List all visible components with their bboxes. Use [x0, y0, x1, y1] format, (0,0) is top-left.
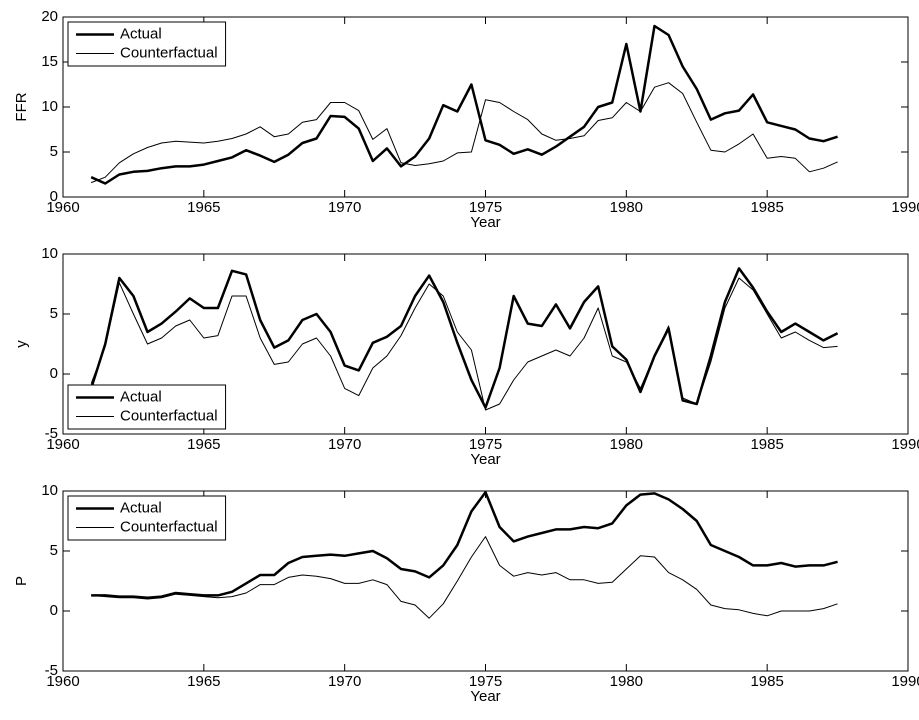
y-tick-label: 0	[50, 188, 58, 205]
legend-label: Actual	[120, 388, 162, 405]
x-tick-label: 1975	[469, 199, 502, 216]
y-tick-label: 20	[41, 8, 58, 25]
y-tick-label: 5	[50, 542, 58, 559]
y-tick-label: 15	[41, 53, 58, 70]
y-tick-label: 5	[50, 143, 58, 160]
x-tick-label: 1975	[469, 673, 502, 690]
x-tick-label: 1985	[750, 673, 783, 690]
y-tick-label: 10	[41, 245, 58, 262]
legend: Actual Counterfactual	[67, 384, 227, 430]
y-axis-label: FFR	[13, 92, 30, 121]
x-tick-label: 1960	[46, 436, 79, 453]
x-tick-label: 1970	[328, 673, 361, 690]
data-line	[91, 490, 838, 600]
y-tick-label: 0	[50, 602, 58, 619]
y-tick-label: 10	[41, 482, 58, 499]
x-tick-label: 1985	[750, 199, 783, 216]
y-axis-label: y	[13, 340, 30, 348]
legend-label: Actual	[120, 499, 162, 516]
data-line	[90, 82, 838, 184]
x-axis-label: Year	[470, 688, 500, 705]
x-tick-label: 1960	[46, 199, 79, 216]
y-tick-label: 0	[50, 365, 58, 382]
data-line	[90, 277, 838, 411]
y-tick-label: 5	[50, 305, 58, 322]
x-tick-label: 1960	[46, 673, 79, 690]
y-axis-label: P	[13, 576, 30, 586]
legend: Actual Counterfactual	[67, 495, 227, 541]
axes-frame	[62, 16, 909, 198]
axes-frame	[62, 253, 909, 435]
legend-label: Actual	[120, 25, 162, 42]
y-tick-label: -5	[45, 662, 58, 679]
x-tick-label: 1980	[610, 199, 643, 216]
legend: Actual Counterfactual	[67, 21, 227, 67]
x-tick-label: 1965	[187, 673, 220, 690]
x-axis-label: Year	[470, 451, 500, 468]
x-tick-label: 1970	[328, 436, 361, 453]
x-tick-label: 1980	[610, 436, 643, 453]
data-line	[89, 267, 839, 409]
legend-box	[67, 21, 227, 67]
x-axis-label: Year	[470, 214, 500, 231]
x-tick-label: 1985	[750, 436, 783, 453]
axes-frame	[62, 490, 909, 672]
legend-label: Counterfactual	[120, 44, 218, 61]
y-tick-label: 10	[41, 98, 58, 115]
x-tick-label: 1965	[187, 436, 220, 453]
x-tick-label: 1970	[328, 199, 361, 216]
legend-box	[67, 495, 227, 541]
legend-box	[67, 384, 227, 430]
x-tick-label: 1965	[187, 199, 220, 216]
legend-label: Counterfactual	[120, 518, 218, 535]
y-tick-label: -5	[45, 425, 58, 442]
data-line	[91, 536, 838, 619]
data-line	[90, 24, 838, 185]
x-tick-label: 1975	[469, 436, 502, 453]
x-tick-label: 1980	[610, 673, 643, 690]
legend-label: Counterfactual	[120, 407, 218, 424]
